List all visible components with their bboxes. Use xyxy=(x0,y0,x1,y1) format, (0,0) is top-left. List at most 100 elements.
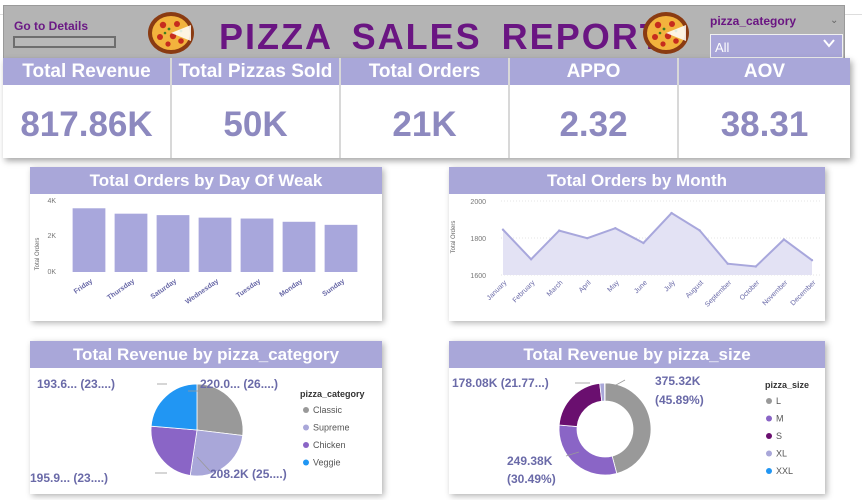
point-july[interactable] xyxy=(670,211,673,215)
bar-saturday[interactable] xyxy=(156,215,190,272)
point-december[interactable] xyxy=(810,259,814,262)
legend-marker xyxy=(303,459,309,466)
chart-title: Total Orders by Month xyxy=(449,167,825,194)
kpi-value: 21K xyxy=(392,105,457,144)
point-may[interactable] xyxy=(614,226,617,230)
legend-title: pizza_category xyxy=(300,389,365,399)
revenue-by-size-chart: 375.32K (45.89%) 178.08K (21.77...) 249.… xyxy=(452,374,809,486)
x-tick-label: October xyxy=(739,279,762,302)
slice-chicken[interactable] xyxy=(150,425,198,476)
series-line[interactable] xyxy=(502,211,813,268)
x-tick-label: November xyxy=(762,279,790,307)
legend-marker xyxy=(766,433,772,439)
point-march[interactable] xyxy=(557,229,561,232)
legend-item-veggie[interactable]: Veggie xyxy=(313,458,341,468)
y-tick-label: 4K xyxy=(47,198,56,205)
legend-item-s[interactable]: S xyxy=(776,431,782,441)
legend-item-chicken[interactable]: Chicken xyxy=(313,440,346,450)
report-header: Go to Details PIZZA SALES REPORT xyxy=(3,5,845,60)
kpi-value: 38.31 xyxy=(720,105,809,144)
y-tick-label: 1600 xyxy=(470,273,486,280)
legend-marker xyxy=(303,424,309,431)
bar-tuesday[interactable] xyxy=(240,218,274,272)
x-tick-label: April xyxy=(578,279,593,294)
kpi-value: 50K xyxy=(223,105,288,144)
x-tick-label: June xyxy=(633,279,649,295)
legend-marker xyxy=(303,442,309,448)
data-label-chicken: 195.9... (23....) xyxy=(30,471,108,485)
pizza-icon xyxy=(148,12,194,54)
x-tick-label: May xyxy=(606,279,621,294)
legend-item-xxl[interactable]: XXL xyxy=(776,466,793,476)
data-label-m-value: 249.38K xyxy=(507,454,553,468)
legend-item-supreme[interactable]: Supreme xyxy=(313,423,350,433)
legend-marker xyxy=(303,407,309,413)
revenue-by-size-card[interactable]: Total Revenue by pizza_size 375.32K (45.… xyxy=(449,341,825,494)
kpi-card-total-orders: Total Orders 21K xyxy=(341,58,510,158)
slicer-collapse-icon[interactable]: ⌄ xyxy=(830,15,839,26)
point-november[interactable] xyxy=(782,238,786,241)
x-tick-label: July xyxy=(663,279,677,293)
legend-item-classic[interactable]: Classic xyxy=(313,405,343,415)
x-tick-label: Monday xyxy=(278,278,304,299)
legend-title: pizza_size xyxy=(765,380,809,390)
x-tick-label: August xyxy=(685,279,705,299)
x-tick-label: February xyxy=(512,279,537,304)
slice-veggie[interactable] xyxy=(150,383,198,431)
kpi-label: APPO xyxy=(510,58,677,85)
y-axis-label: Total Orders xyxy=(35,238,41,271)
top-strip xyxy=(0,0,862,15)
revenue-by-category-chart: 220.0... (26....) 193.6... (23....) 208.… xyxy=(30,377,365,485)
pizza-category-slicer[interactable]: All xyxy=(710,34,843,58)
slice-s[interactable] xyxy=(558,382,603,428)
orders-by-day-card[interactable]: Total Orders by Day Of Weak Total Orders… xyxy=(30,167,382,321)
go-to-details-bar[interactable] xyxy=(13,36,116,48)
legend-item-l[interactable]: L xyxy=(776,396,781,406)
point-august[interactable] xyxy=(698,229,701,232)
slice-classic[interactable] xyxy=(196,383,244,436)
kpi-card-aov: AOV 38.31 xyxy=(679,58,850,158)
slicer-label: pizza_category xyxy=(710,14,797,28)
slice-l[interactable] xyxy=(604,382,652,474)
y-tick-label: 2K xyxy=(47,233,56,240)
bar-sunday[interactable] xyxy=(324,224,358,272)
point-february[interactable] xyxy=(529,258,533,261)
x-tick-label: December xyxy=(790,279,818,307)
kpi-label: Total Orders xyxy=(341,58,508,85)
chart-title: Total Revenue by pizza_category xyxy=(30,341,382,368)
kpi-card-total-revenue: Total Revenue 817.86K xyxy=(3,58,172,158)
legend-item-xl[interactable]: XL xyxy=(776,449,787,459)
point-october[interactable] xyxy=(754,265,758,268)
kpi-card-appo: APPO 2.32 xyxy=(510,58,679,158)
orders-by-month-card[interactable]: Total Orders by Month Total Orders 2000 … xyxy=(449,167,825,321)
kpi-card-total-pizzas-sold: Total Pizzas Sold 50K xyxy=(172,58,341,158)
bar-monday[interactable] xyxy=(282,221,316,272)
x-tick-label: March xyxy=(546,279,565,298)
point-january[interactable] xyxy=(501,228,505,231)
point-september[interactable] xyxy=(726,262,729,265)
bar-friday[interactable] xyxy=(72,208,106,272)
revenue-by-category-card[interactable]: Total Revenue by pizza_category 220.0...… xyxy=(30,341,382,494)
legend-item-m[interactable]: M xyxy=(776,414,784,424)
report-title: PIZZA SALES REPORT xyxy=(219,16,664,57)
point-april[interactable] xyxy=(586,236,589,240)
slice-m[interactable] xyxy=(558,424,618,476)
data-label-s: 178.08K (21.77...) xyxy=(452,376,549,390)
kpi-label: Total Revenue xyxy=(3,58,170,85)
point-june[interactable] xyxy=(642,241,645,245)
data-label-l-percent: (45.89%) xyxy=(655,393,704,407)
x-tick-label: September xyxy=(704,279,734,309)
go-to-details-button[interactable]: Go to Details xyxy=(14,19,89,33)
label-leader-line xyxy=(606,379,626,391)
label-leader-line xyxy=(196,456,211,472)
data-label-m-percent: (30.49%) xyxy=(507,472,556,486)
legend-marker xyxy=(766,398,772,404)
slice-supreme[interactable] xyxy=(189,429,244,477)
data-label-classic: 220.0... (26....) xyxy=(200,377,278,391)
area-fill xyxy=(503,213,812,275)
kpi-label: Total Pizzas Sold xyxy=(172,58,339,85)
orders-by-month-chart: Total Orders 2000 1800 1600 January Febru… xyxy=(451,199,821,309)
bar-wednesday[interactable] xyxy=(198,217,232,272)
bar-thursday[interactable] xyxy=(114,213,148,272)
